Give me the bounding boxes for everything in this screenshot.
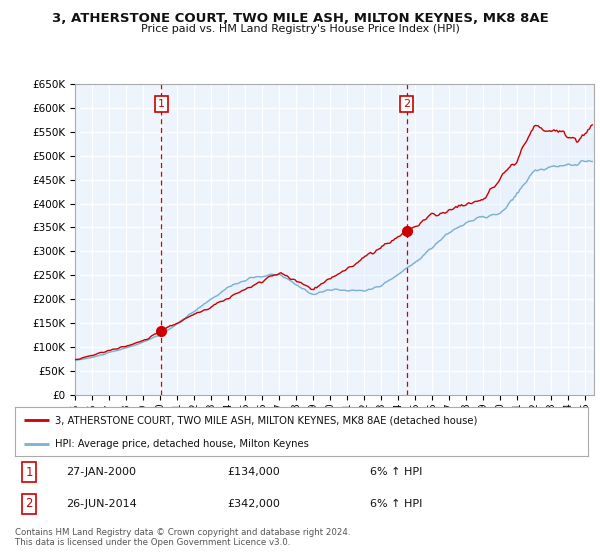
- Text: 3, ATHERSTONE COURT, TWO MILE ASH, MILTON KEYNES, MK8 8AE (detached house): 3, ATHERSTONE COURT, TWO MILE ASH, MILTO…: [55, 416, 478, 426]
- Text: 2: 2: [26, 497, 33, 510]
- Text: 6% ↑ HPI: 6% ↑ HPI: [370, 499, 422, 509]
- Text: HPI: Average price, detached house, Milton Keynes: HPI: Average price, detached house, Milt…: [55, 439, 309, 449]
- Text: 6% ↑ HPI: 6% ↑ HPI: [370, 467, 422, 477]
- Text: 27-JAN-2000: 27-JAN-2000: [67, 467, 137, 477]
- Text: 1: 1: [26, 465, 33, 479]
- Text: £342,000: £342,000: [227, 499, 280, 509]
- Text: 26-JUN-2014: 26-JUN-2014: [67, 499, 137, 509]
- Text: 1: 1: [158, 99, 165, 109]
- Text: 2: 2: [403, 99, 410, 109]
- Text: Contains HM Land Registry data © Crown copyright and database right 2024.
This d: Contains HM Land Registry data © Crown c…: [15, 528, 350, 547]
- Text: £134,000: £134,000: [227, 467, 280, 477]
- Text: Price paid vs. HM Land Registry's House Price Index (HPI): Price paid vs. HM Land Registry's House …: [140, 24, 460, 34]
- Text: 3, ATHERSTONE COURT, TWO MILE ASH, MILTON KEYNES, MK8 8AE: 3, ATHERSTONE COURT, TWO MILE ASH, MILTO…: [52, 12, 548, 25]
